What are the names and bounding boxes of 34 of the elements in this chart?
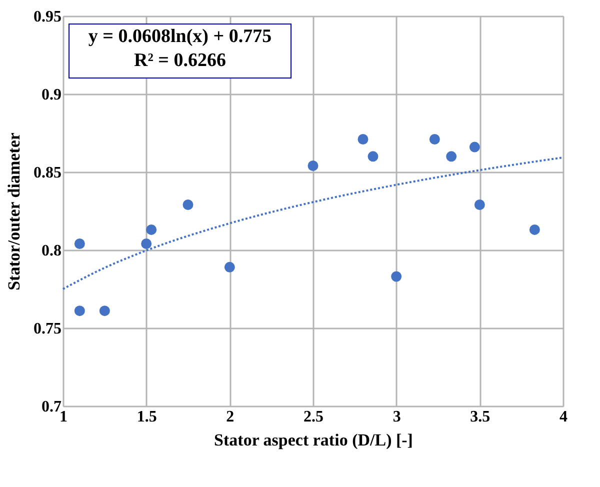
point bbox=[429, 134, 440, 144]
point bbox=[474, 200, 485, 210]
y-tick-label: 0.95 bbox=[34, 8, 62, 26]
point bbox=[182, 200, 194, 210]
point bbox=[446, 151, 457, 162]
point bbox=[99, 306, 110, 316]
point bbox=[529, 224, 540, 235]
point bbox=[224, 262, 235, 272]
point bbox=[368, 151, 378, 162]
line-series bbox=[62, 156, 564, 290]
y-tick-label: 0.85 bbox=[34, 164, 62, 182]
y-tick-label: 0.8 bbox=[42, 242, 62, 260]
y-axis-title: Stator/outer diameter bbox=[4, 132, 24, 290]
x-tick-label: 3.5 bbox=[470, 408, 490, 426]
point bbox=[391, 271, 402, 282]
point bbox=[469, 142, 480, 152]
point bbox=[74, 238, 85, 249]
x-tick-label: 4 bbox=[560, 408, 568, 426]
x-tick-label: 1 bbox=[60, 408, 68, 426]
x-tick-label: 2 bbox=[226, 408, 234, 426]
point bbox=[308, 160, 318, 171]
point bbox=[141, 238, 152, 249]
x-axis-title: Stator aspect ratio (D/L) [-] bbox=[214, 430, 413, 450]
annotation: R² = 0.6266 bbox=[134, 50, 226, 71]
point bbox=[358, 134, 368, 144]
y-tick-label: 0.7 bbox=[42, 398, 62, 416]
point bbox=[74, 306, 85, 316]
x-tick-label: 3 bbox=[392, 408, 401, 426]
x-tick-label: 2.5 bbox=[304, 408, 324, 426]
y-tick-label: 0.9 bbox=[42, 86, 62, 104]
annotation: y = 0.0608ln(x) + 0.775 bbox=[88, 26, 272, 47]
x-tick-label: 1.5 bbox=[136, 408, 157, 426]
point bbox=[146, 224, 157, 235]
y-tick-label: 0.75 bbox=[34, 320, 62, 338]
